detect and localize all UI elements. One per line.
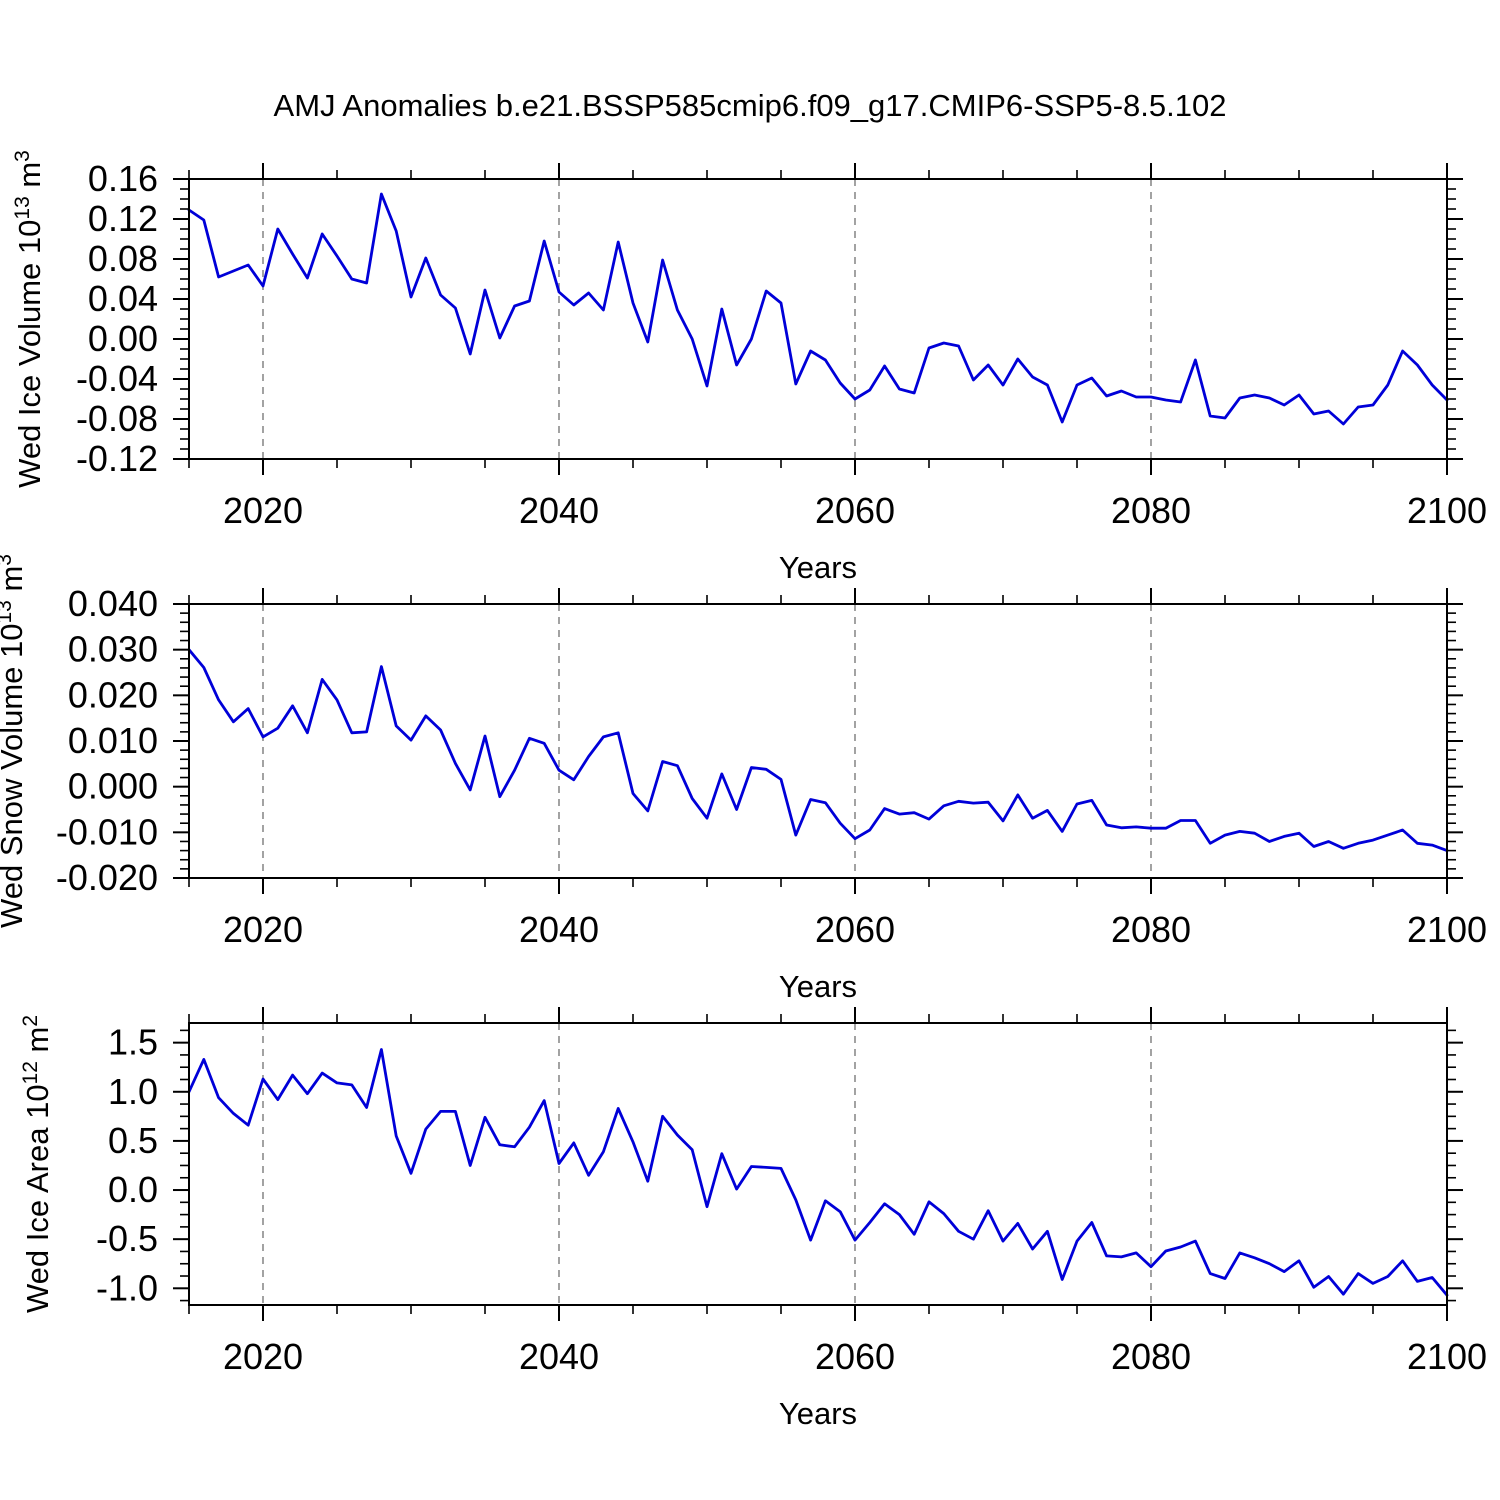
y-tick-label: 0.000 [68, 766, 158, 807]
x-tick-label: 2040 [519, 909, 599, 950]
y-tick-label: 0.030 [68, 629, 158, 670]
plot-frame [188, 603, 1448, 879]
panel-wed-ice-volume: 0.160.120.080.040.00-0.04-0.08-0.12 2020 2… [11, 150, 1487, 585]
x-tick-label: 2060 [815, 1336, 895, 1377]
y-tick-label: -0.12 [76, 438, 158, 479]
x-tick-label: 2100 [1407, 909, 1487, 950]
y-tick-label: -0.5 [96, 1218, 158, 1259]
y-tick-label: 0.12 [88, 198, 158, 239]
y-tick-label: -0.04 [76, 358, 158, 399]
page-title: AMJ Anomalies b.e21.BSSP585cmip6.f09_g17… [273, 88, 1227, 123]
x-axis-title: Years [779, 550, 857, 585]
y-tick-label: 0.00 [88, 318, 158, 359]
y-axis-title: Wed Ice Area 1012​ m2​ [19, 1015, 55, 1313]
y-tick-label: 1.0 [108, 1071, 158, 1112]
x-tick-label: 2060 [815, 909, 895, 950]
y-tick-label: -1.0 [96, 1267, 158, 1308]
x-tick-label: 2080 [1111, 909, 1191, 950]
y-tick-label: -0.08 [76, 398, 158, 439]
y-tick-label: 0.5 [108, 1120, 158, 1161]
x-tick-label: 2100 [1407, 490, 1487, 531]
x-tick-label: 2040 [519, 1336, 599, 1377]
plot-frame [188, 1022, 1448, 1306]
y-tick-label: 0.0 [108, 1169, 158, 1210]
x-tick-label: 2100 [1407, 1336, 1487, 1377]
wed-ice-volume-line [187, 192, 1449, 426]
y-tick-label: 0.040 [68, 583, 158, 624]
x-tick-label: 2020 [223, 909, 303, 950]
panel-wed-ice-area: 1.5 1.0 0.5 0.0 -0.5 -1.0 2020 2040 2060 2080 2100… [19, 1007, 1487, 1431]
y-tick-label: 1.5 [108, 1022, 158, 1063]
y-tick-label: 0.08 [88, 238, 158, 279]
y-tick-label: 0.16 [88, 158, 158, 199]
x-tick-label: 2020 [223, 490, 303, 531]
y-tick-label: 0.010 [68, 720, 158, 761]
x-tick-label: 2020 [223, 1336, 303, 1377]
x-tick-label: 2080 [1111, 490, 1191, 531]
x-tick-label: 2080 [1111, 1336, 1191, 1377]
y-axis-title: Wed Ice Volume 1013​ m3​ [11, 150, 47, 488]
y-tick-label: 0.04 [88, 278, 158, 319]
y-axis-title: Wed Snow Volume 1013​ m3​ [0, 554, 29, 928]
y-tick-label: -0.010 [56, 811, 158, 852]
x-tick-label: 2040 [519, 490, 599, 531]
x-tick-label: 2060 [815, 490, 895, 531]
x-axis-title: Years [779, 969, 857, 1004]
x-axis-title: Years [779, 1396, 857, 1431]
wed-ice-area-line [187, 1048, 1449, 1297]
wed-snow-volume-line [187, 648, 1449, 852]
y-tick-label: 0.020 [68, 674, 158, 715]
y-tick-label: -0.020 [56, 857, 158, 898]
